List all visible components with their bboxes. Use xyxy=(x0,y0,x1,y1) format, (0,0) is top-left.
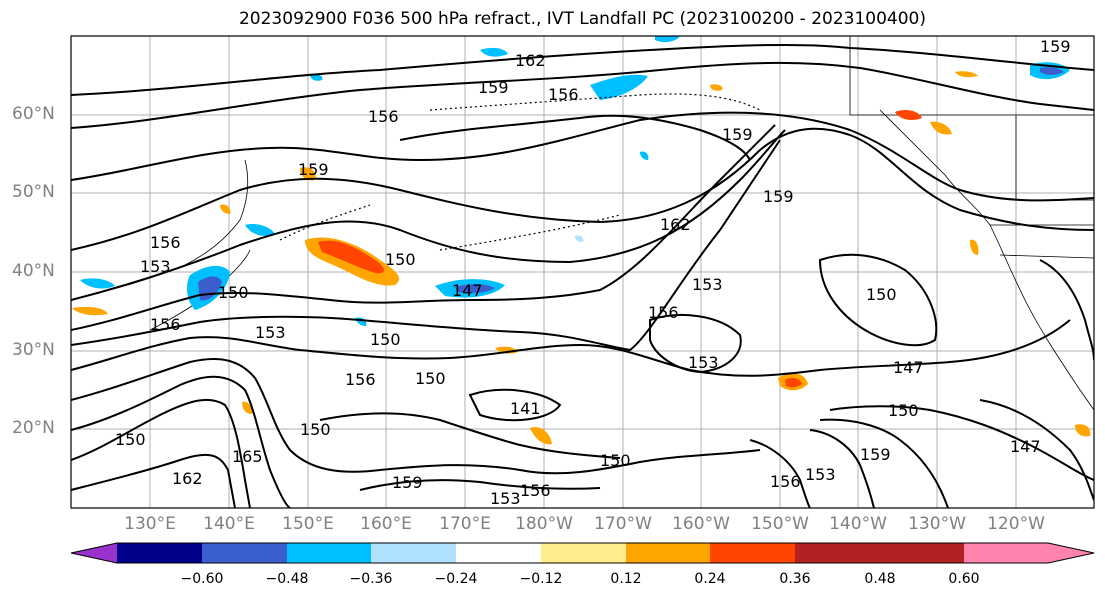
colorbar-tick-label: −0.36 xyxy=(349,571,393,587)
contour-label: 159 xyxy=(478,78,509,97)
contour-label: 159 xyxy=(298,160,329,179)
colorbar-tick-label: −0.12 xyxy=(519,571,563,587)
contour-label: 162 xyxy=(172,469,203,488)
colorbar-extend-high xyxy=(1048,543,1094,563)
contour-label: 147 xyxy=(893,358,924,377)
contour-label: 159 xyxy=(1040,37,1071,56)
colorbar-segment xyxy=(287,543,372,563)
lon-label: 140°W xyxy=(829,514,887,534)
colorbar-tick-label: 0.60 xyxy=(948,571,980,587)
colorbar-segment xyxy=(371,543,456,563)
contour-label: 153 xyxy=(490,489,521,508)
lat-label: 40°N xyxy=(12,261,55,281)
contour-label: 159 xyxy=(763,187,794,206)
lon-label: 130°W xyxy=(908,514,966,534)
contour-label: 150 xyxy=(218,283,249,302)
colorbar-segment xyxy=(456,543,541,563)
contour-label: 153 xyxy=(688,353,719,372)
contour-label: 150 xyxy=(115,430,146,449)
colorbar-outline xyxy=(70,542,1095,564)
contour-label: 153 xyxy=(692,275,723,294)
lon-label: 170°E xyxy=(439,514,491,534)
contour-label: 150 xyxy=(370,330,401,349)
colorbar-tick-label: 0.12 xyxy=(610,571,642,587)
map-frame xyxy=(70,35,1095,509)
contour-label: 156 xyxy=(548,85,579,104)
contour-label: 150 xyxy=(300,420,331,439)
contour-label: 156 xyxy=(345,370,376,389)
contour-label: 150 xyxy=(600,451,631,470)
colorbar-segment xyxy=(626,543,711,563)
contour-label: 147 xyxy=(452,281,483,300)
contour-label: 153 xyxy=(140,257,171,276)
contour-label: 165 xyxy=(232,447,263,466)
contour-label: 159 xyxy=(722,125,753,144)
dotted-contours xyxy=(279,93,761,251)
contour-label: 153 xyxy=(255,323,286,342)
colorbar-tick-label: −0.60 xyxy=(180,571,224,587)
contour-label: 150 xyxy=(415,369,446,388)
contour-label: 162 xyxy=(515,51,546,70)
contour-label: 150 xyxy=(888,401,919,420)
colorbar-segment xyxy=(710,543,795,563)
contour-label: 153 xyxy=(805,465,836,484)
contour-label: 156 xyxy=(520,481,551,500)
colorbar-tick-label: 0.48 xyxy=(864,571,896,587)
lat-label: 20°N xyxy=(12,418,55,438)
contour-label: 150 xyxy=(866,285,897,304)
colorbar-tick-label: −0.48 xyxy=(265,571,309,587)
colorbar-extend-low xyxy=(71,543,117,563)
contour-label: 156 xyxy=(150,233,181,252)
colorbar-tick-label: −0.24 xyxy=(434,571,478,587)
map-title: 2023092900 F036 500 hPa refract., IVT La… xyxy=(238,9,926,29)
contour-label: 159 xyxy=(392,473,423,492)
contour-label: 156 xyxy=(150,315,181,334)
lon-label: 140°E xyxy=(203,514,255,534)
lon-label: 150°W xyxy=(751,514,809,534)
ivt-shading xyxy=(72,36,1091,445)
colorbar-segment xyxy=(117,543,202,563)
lat-label: 60°N xyxy=(12,104,55,124)
contour-label: 162 xyxy=(660,215,691,234)
colorbar-segment xyxy=(964,543,1048,563)
contour-label: 156 xyxy=(368,107,399,126)
contour-label: 150 xyxy=(385,250,416,269)
lon-label: 170°W xyxy=(594,514,652,534)
colorbar xyxy=(70,542,1095,564)
refractivity-contours xyxy=(71,43,1094,508)
contour-label: 156 xyxy=(648,303,679,322)
colorbar-segment xyxy=(541,543,626,563)
contour-label: 156 xyxy=(770,472,801,491)
lon-label: 180°W xyxy=(515,514,573,534)
contour-label: 141 xyxy=(510,399,541,418)
colorbar-segment xyxy=(202,543,287,563)
colorbar-tick-label: 0.36 xyxy=(779,571,811,587)
lon-label: 130°E xyxy=(124,514,176,534)
colorbar-segment xyxy=(880,543,965,563)
contour-label-group: 162 159 156 156 159 156 153 150 156 153 … xyxy=(115,37,1071,508)
colorbar-segment xyxy=(795,543,880,563)
lon-label: 150°E xyxy=(282,514,334,534)
lat-label: 50°N xyxy=(12,182,55,202)
lon-label: 160°E xyxy=(360,514,412,534)
lon-label: 160°W xyxy=(672,514,730,534)
contour-label: 147 xyxy=(1010,437,1041,456)
lat-label: 30°N xyxy=(12,340,55,360)
contour-label: 159 xyxy=(860,445,891,464)
colorbar-tick-label: 0.24 xyxy=(694,571,726,587)
lon-label: 120°W xyxy=(987,514,1045,534)
